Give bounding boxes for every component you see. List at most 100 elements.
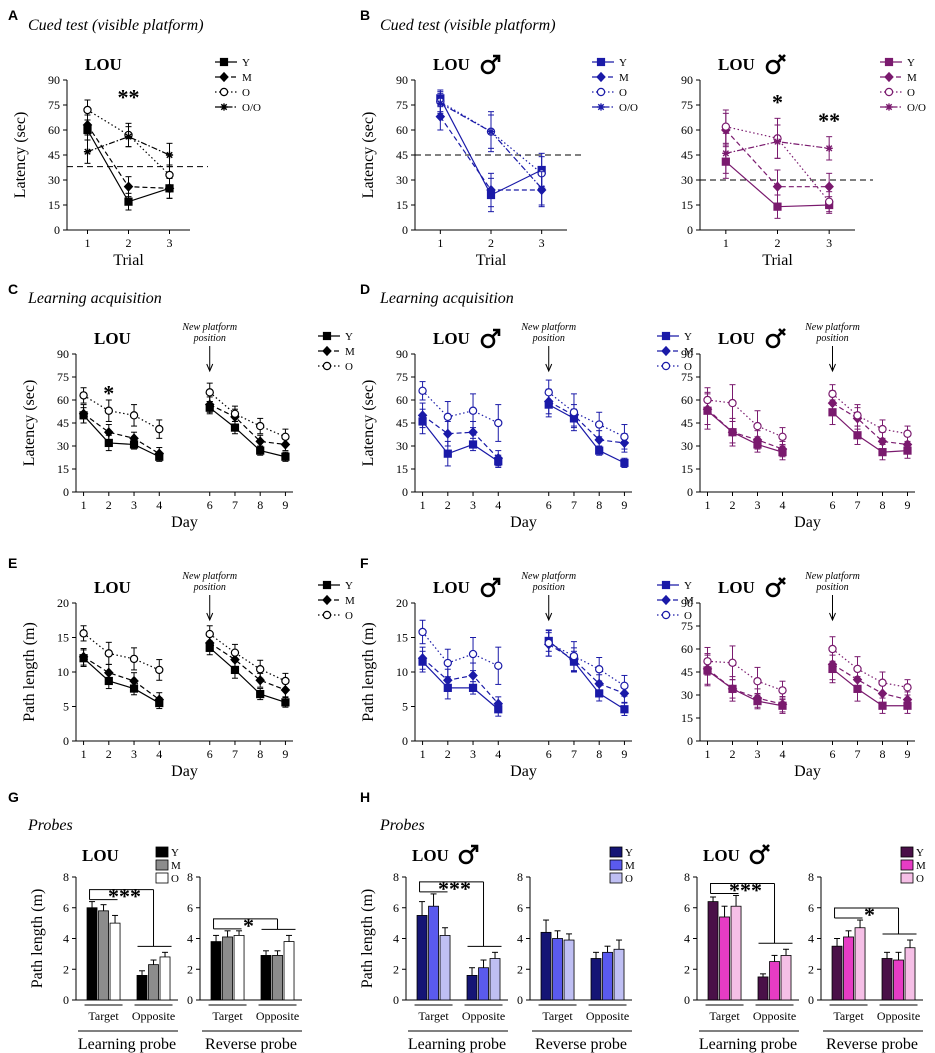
legend-marker <box>884 57 894 67</box>
legend-label: Y <box>625 847 633 859</box>
y-tick-label: 75 <box>681 98 693 112</box>
data-point <box>494 661 503 670</box>
chart-subtitle: LOU <box>94 329 131 348</box>
legend: YMO O/O <box>880 57 926 114</box>
sex-symbol-icon <box>749 844 770 865</box>
section-title: Cued test (visible platform) <box>380 17 556 34</box>
x-tick-label: 1 <box>81 747 87 761</box>
data-point <box>155 424 164 434</box>
legend-label: M <box>171 860 181 872</box>
y-tick-label: 0 <box>402 223 408 237</box>
significance-bracket <box>213 918 296 930</box>
x-tick-label: 6 <box>546 747 552 761</box>
y-tick-label: 90 <box>396 347 408 361</box>
data-point <box>205 388 214 397</box>
bar-M-Opposite <box>893 959 904 1001</box>
series-line <box>548 391 625 438</box>
data-point <box>255 665 265 674</box>
y-tick-label: 60 <box>396 393 408 407</box>
male-symbol-icon <box>480 582 496 598</box>
new-platform-arrowhead <box>829 612 836 622</box>
bar-Y-Target <box>540 931 552 1001</box>
data-point <box>753 421 762 431</box>
sex-symbol-icon <box>480 577 501 598</box>
y-tick-label: 15 <box>396 462 408 476</box>
data-point <box>902 439 913 450</box>
significance-marker: *** <box>729 877 762 902</box>
legend-label: O <box>684 361 692 373</box>
panel-letter: G <box>8 789 19 805</box>
female-cross-icon <box>760 844 770 854</box>
data-point <box>903 683 912 692</box>
chart-subtitle: LOU <box>94 578 131 597</box>
data-point <box>777 699 788 710</box>
y-tick-label: 8 <box>63 870 69 884</box>
bar-Y-Opposite <box>260 955 272 1001</box>
category-label: Target <box>542 1009 573 1023</box>
y-tick-label: 2 <box>187 962 193 976</box>
category-label: Target <box>88 1009 119 1023</box>
y-axis-label: Latency (sec) <box>360 112 377 199</box>
series-O/O <box>83 126 174 168</box>
legend-label: O <box>171 873 179 885</box>
data-point <box>281 452 290 461</box>
legend-marker <box>884 87 894 97</box>
data-point <box>544 638 553 648</box>
x-tick-label: 2 <box>488 236 494 250</box>
legend-label: O <box>907 87 915 99</box>
chart-subtitle: LOU <box>433 578 470 597</box>
y-tick-label: 60 <box>681 393 693 407</box>
legend-label: Y <box>684 331 692 343</box>
x-tick-label: 9 <box>621 747 627 761</box>
x-tick-label: 6 <box>207 747 213 761</box>
chart-H4: 0 2 4 6 8 Target Opposite Reverse probe * YMO <box>808 846 926 1053</box>
bar-O-Target <box>854 927 866 1001</box>
chart-H2: 0 2 4 6 8 Target Opposite Reverse probe YMO <box>517 846 635 1053</box>
series-line <box>548 401 625 444</box>
data-point <box>443 449 452 458</box>
legend-label: M <box>684 346 694 358</box>
data-point <box>594 420 604 429</box>
data-point <box>230 648 240 657</box>
new-platform-label: New platform <box>804 322 860 333</box>
y-tick-label: 0 <box>687 485 693 499</box>
legend-label: M <box>625 860 635 872</box>
data-point <box>594 434 604 446</box>
legend-marker <box>661 331 671 341</box>
y-tick-label: 90 <box>681 347 693 361</box>
panel-letter: D <box>360 281 370 297</box>
y-tick-label: 2 <box>808 962 814 976</box>
y-tick-label: 15 <box>681 462 693 476</box>
significance-marker: * <box>243 913 254 938</box>
y-tick-label: 30 <box>681 439 693 453</box>
series-line <box>83 656 160 701</box>
data-point <box>486 184 496 196</box>
legend-label: Y <box>242 57 250 69</box>
section-title: Learning acquisition <box>379 290 514 307</box>
y-tick-label: 15 <box>48 198 60 212</box>
y-axis-label: Path length (m) <box>360 622 377 722</box>
y-tick-label: 6 <box>393 901 399 915</box>
y-tick-label: 75 <box>48 98 60 112</box>
probe-label: Reverse probe <box>535 1036 627 1053</box>
legend-label: Y <box>619 57 627 69</box>
data-point <box>205 629 214 639</box>
y-tick-label: 75 <box>396 370 408 384</box>
data-point <box>468 406 478 415</box>
bar-Y-Target <box>416 915 428 1001</box>
x-axis-label: Trial <box>762 252 793 269</box>
probe-label: Reverse probe <box>205 1036 297 1053</box>
probe-label: Learning probe <box>699 1036 797 1053</box>
y-tick-label: 6 <box>808 901 814 915</box>
x-tick-label: 8 <box>257 498 263 512</box>
legend-label: M <box>619 72 629 84</box>
legend-marker <box>322 361 332 371</box>
x-tick-label: 4 <box>495 747 501 761</box>
legend-swatch <box>609 846 623 858</box>
y-tick-label: 45 <box>681 416 693 430</box>
female-cross-icon <box>776 328 786 338</box>
x-tick-label: 2 <box>106 747 112 761</box>
bar-Y-Opposite <box>136 975 148 1001</box>
data-point <box>703 657 712 666</box>
category-label: Target <box>212 1009 243 1023</box>
